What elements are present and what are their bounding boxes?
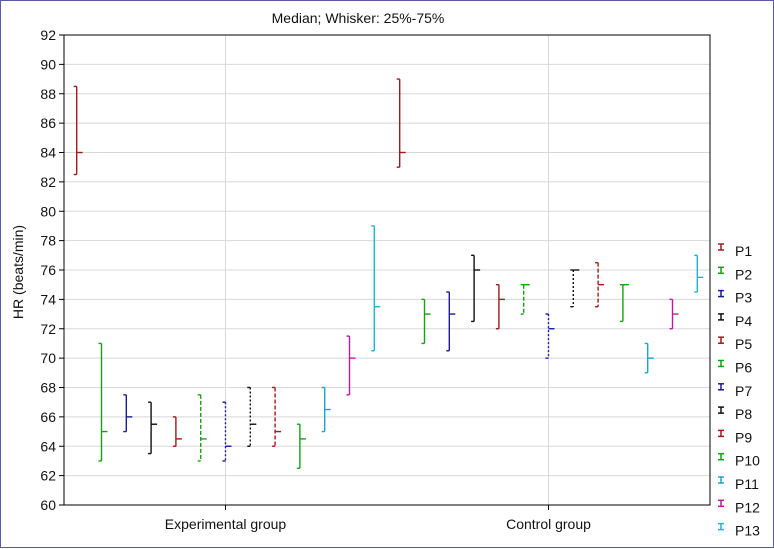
- whisker-p6-cat2: [520, 283, 530, 315]
- legend-item-p2: P2: [718, 266, 752, 282]
- legend-label: P1: [735, 243, 752, 259]
- y-tick-label: 66: [40, 409, 56, 425]
- legend-label: P11: [735, 476, 759, 492]
- legend-label: P3: [735, 290, 752, 306]
- legend-item-p13: P13: [718, 523, 760, 539]
- chart-title: Median; Whisker: 25%-75%: [272, 10, 445, 26]
- whisker-p9-cat2: [595, 261, 605, 308]
- whisker-p7-cat2: [545, 313, 555, 359]
- y-tick-label: 72: [40, 321, 56, 337]
- whisker-p4-cat1: [148, 401, 158, 455]
- legend-item-p10: P10: [718, 453, 760, 469]
- legend-item-p9: P9: [718, 429, 752, 445]
- legend-label: P2: [735, 266, 752, 282]
- legend-item-p1: P1: [718, 243, 752, 259]
- legend-label: P12: [735, 499, 760, 515]
- y-tick-label: 78: [40, 233, 56, 249]
- whisker-p8-cat2: [570, 269, 580, 308]
- x-tick-label: Control group: [506, 516, 591, 532]
- whisker-p11-cat1: [321, 386, 331, 433]
- whisker-p3-cat2: [446, 291, 456, 352]
- whisker-p1-cat2: [396, 78, 406, 168]
- legend-item-p7: P7: [718, 383, 752, 399]
- whisker-p3-cat1: [123, 394, 133, 433]
- whisker-p4-cat2: [471, 254, 481, 323]
- whisker-p5-cat1: [172, 416, 182, 447]
- legend-label: P10: [735, 453, 760, 469]
- y-tick-label: 80: [40, 203, 56, 219]
- y-tick-label: 64: [40, 438, 56, 454]
- whisker-p2-cat2: [421, 298, 431, 345]
- y-tick-label: 68: [40, 380, 56, 396]
- y-tick-label: 62: [40, 468, 56, 484]
- y-tick-label: 84: [40, 145, 56, 161]
- whisker-p11-cat2: [644, 342, 654, 374]
- legend-label: P6: [735, 360, 752, 376]
- y-axis-label: HR (beats/min): [10, 225, 26, 319]
- whisker-p12-cat1: [346, 335, 356, 396]
- x-tick-label: Experimental group: [165, 516, 287, 532]
- whisker-p7-cat1: [222, 401, 232, 462]
- legend-label: P9: [735, 429, 752, 445]
- y-tick-label: 88: [40, 86, 56, 102]
- legend-label: P4: [735, 313, 752, 329]
- legend-item-p3: P3: [718, 290, 752, 306]
- y-tick-label: 76: [40, 262, 56, 278]
- y-tick-label: 90: [40, 56, 56, 72]
- legend-item-p4: P4: [718, 313, 752, 329]
- legend-item-p12: P12: [718, 499, 760, 515]
- plot-area: [63, 34, 711, 506]
- legend-label: P8: [735, 406, 752, 422]
- legend-item-p6: P6: [718, 360, 752, 376]
- whisker-p10-cat1: [296, 423, 306, 469]
- legend-item-p11: P11: [718, 476, 759, 492]
- whisker-p5-cat2: [495, 283, 505, 330]
- y-tick-label: 82: [40, 174, 56, 190]
- whisker-p6-cat1: [197, 394, 207, 462]
- whisker-p9-cat1: [272, 386, 282, 447]
- y-tick-label: 74: [40, 291, 56, 307]
- whisker-p8-cat1: [247, 386, 257, 447]
- y-tick-label: 70: [40, 350, 56, 366]
- y-tick-label: 92: [40, 27, 56, 43]
- legend-label: P7: [735, 383, 752, 399]
- legend-label: P5: [735, 336, 752, 352]
- y-tick-label: 86: [40, 115, 56, 131]
- whisker-p1-cat1: [73, 85, 83, 176]
- whisker-p10-cat2: [619, 283, 629, 323]
- legend-item-p5: P5: [718, 336, 752, 352]
- y-tick-label: 60: [40, 497, 56, 513]
- whisker-p2-cat1: [98, 342, 108, 462]
- legend-item-p8: P8: [718, 406, 752, 422]
- legend-label: P13: [735, 523, 760, 539]
- whisker-p13-cat2: [694, 254, 704, 293]
- whisker-p13-cat1: [371, 225, 381, 352]
- whisker-p12-cat2: [669, 298, 679, 330]
